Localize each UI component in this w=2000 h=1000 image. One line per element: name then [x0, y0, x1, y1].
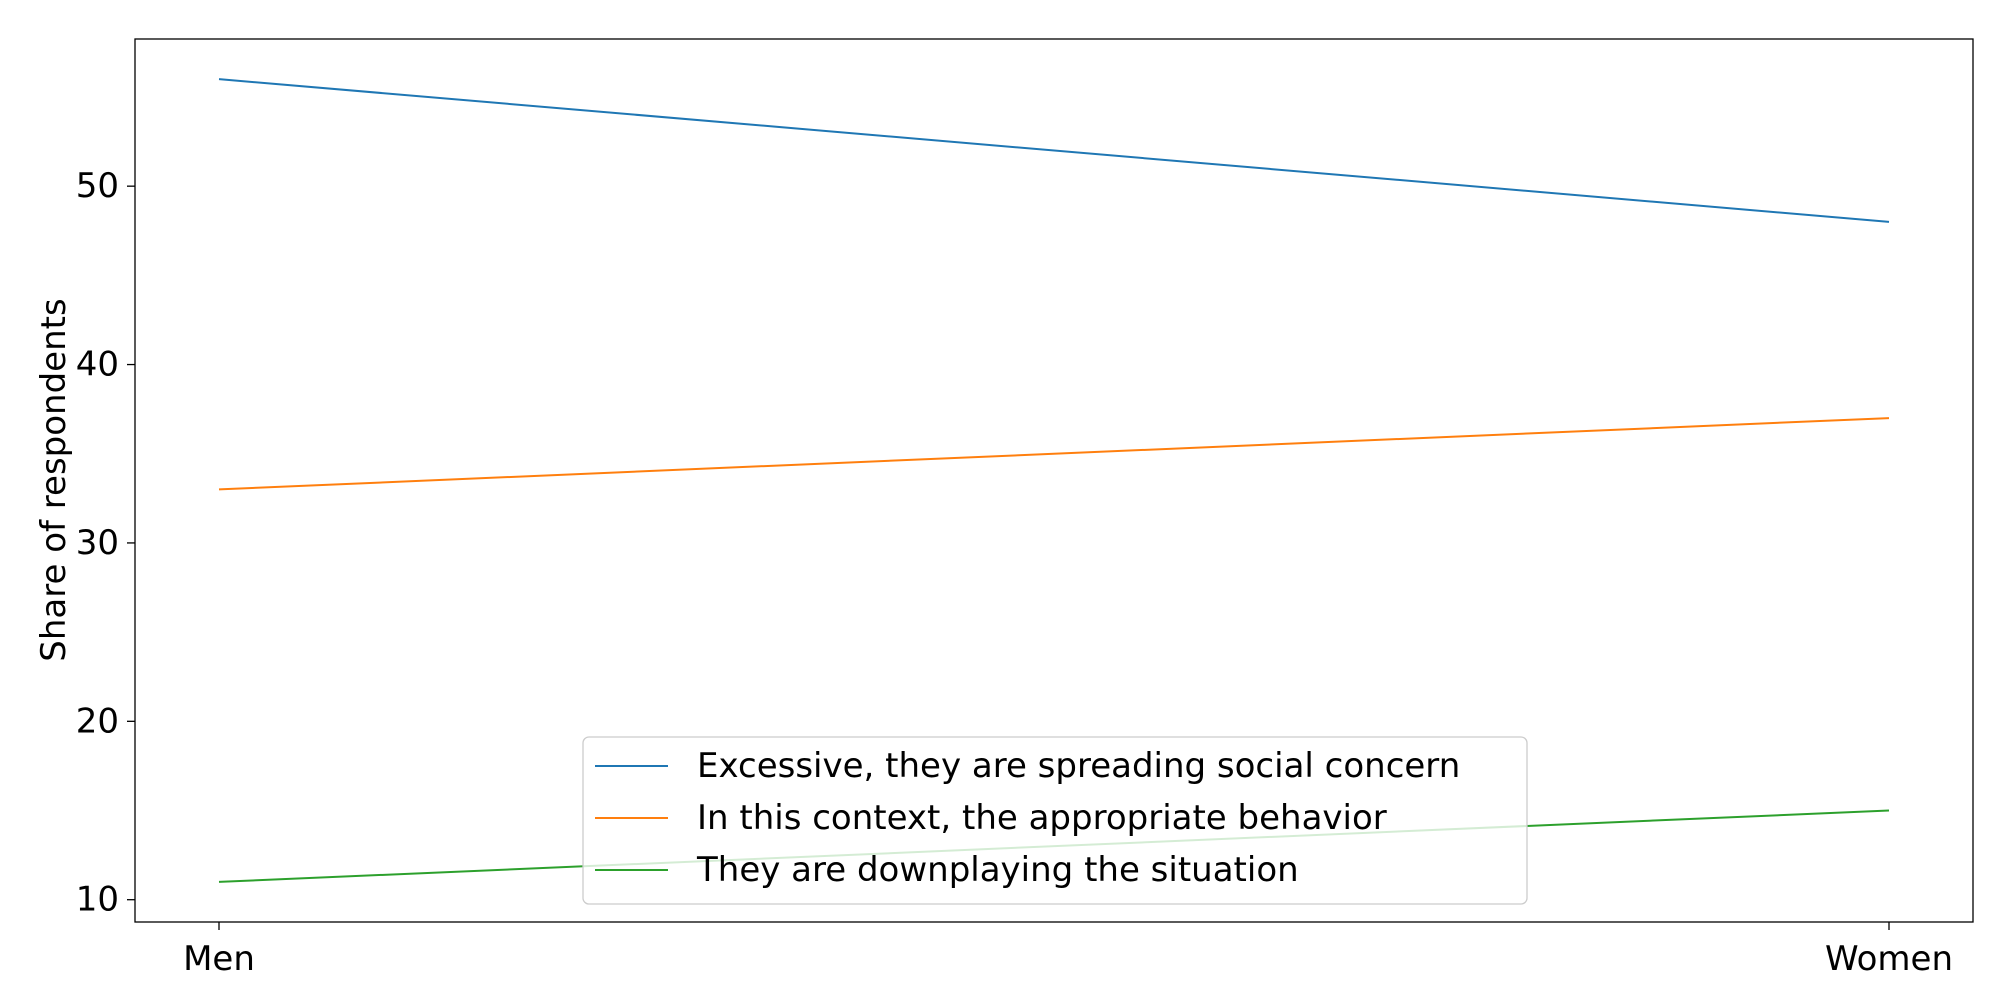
legend-label: In this context, the appropriate behavio… — [697, 798, 1387, 838]
legend-label: Excessive, they are spreading social con… — [697, 746, 1460, 786]
y-tick-label: 10 — [76, 880, 119, 920]
x-tick-label: Men — [183, 939, 255, 979]
x-axis-ticks: Men Women — [183, 922, 1953, 979]
series-line-2 — [218, 417, 1890, 491]
x-tick-label: Women — [1825, 939, 1953, 979]
y-tick-label: 50 — [76, 166, 119, 206]
y-axis-label: Share of respondents — [34, 298, 74, 661]
y-tick-label: 20 — [76, 701, 119, 741]
legend-items: Excessive, they are spreading social con… — [595, 746, 1460, 890]
series-line-1 — [218, 78, 1890, 223]
legend-box — [582, 736, 1528, 905]
y-axis-ticks: 10 20 30 40 50 — [76, 166, 135, 920]
y-tick-label: 40 — [76, 345, 119, 385]
legend: Excessive, they are spreading social con… — [582, 736, 1528, 905]
y-tick-label: 30 — [76, 523, 119, 563]
legend-label: They are downplaying the situation — [696, 850, 1299, 890]
